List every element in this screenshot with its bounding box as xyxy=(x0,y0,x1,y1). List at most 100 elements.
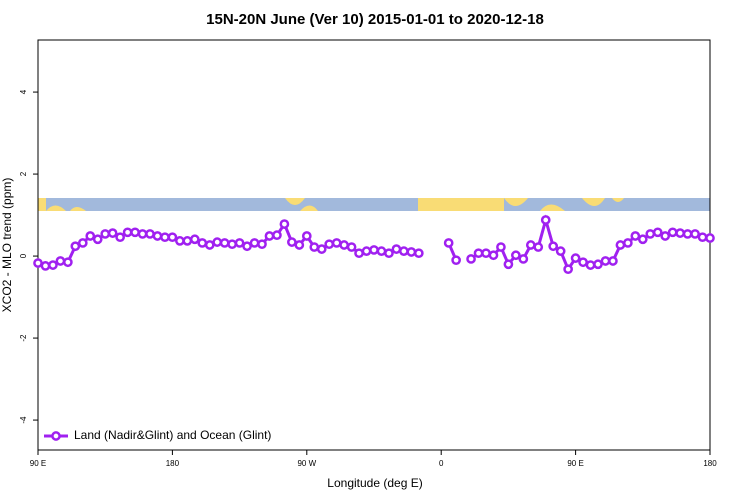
y-tick-label: -2 xyxy=(19,334,28,342)
data-point xyxy=(204,240,215,250)
data-point xyxy=(70,241,81,252)
data-point xyxy=(540,215,551,225)
x-tick-label: 90 W xyxy=(297,459,316,468)
data-point xyxy=(294,240,305,250)
data-point xyxy=(77,238,88,248)
data-point xyxy=(63,257,73,268)
data-point xyxy=(272,230,282,241)
data-point xyxy=(182,236,193,246)
data-point xyxy=(167,232,178,243)
y-tick-label: 2 xyxy=(19,171,28,176)
data-point xyxy=(563,264,573,275)
data-point xyxy=(511,250,521,261)
data-point xyxy=(533,242,544,252)
data-point xyxy=(257,239,267,250)
data-point xyxy=(637,234,648,245)
data-point xyxy=(152,231,163,241)
map-strip xyxy=(38,198,710,211)
data-point xyxy=(384,248,394,259)
data-point xyxy=(525,240,536,250)
legend-swatch-marker xyxy=(51,431,61,441)
data-point xyxy=(316,244,327,254)
data-point xyxy=(473,248,484,259)
data-point xyxy=(585,260,596,270)
data-point xyxy=(555,246,566,256)
data-point xyxy=(660,231,671,241)
data-point xyxy=(212,237,223,247)
data-point xyxy=(593,259,603,270)
data-point xyxy=(443,238,454,248)
x-tick-label: 180 xyxy=(166,459,180,468)
data-point xyxy=(160,232,170,243)
data-point xyxy=(234,238,245,248)
data-point xyxy=(361,246,372,256)
data-point xyxy=(175,236,185,246)
data-point xyxy=(55,256,66,266)
data-point xyxy=(331,238,342,248)
data-point xyxy=(376,246,387,256)
data-point xyxy=(324,239,335,250)
y-tick-label: -4 xyxy=(19,416,28,424)
x-axis-label: Longitude (deg E) xyxy=(327,476,422,490)
data-point xyxy=(451,255,461,266)
data-point xyxy=(249,238,260,248)
data-point xyxy=(630,231,641,241)
data-point xyxy=(690,229,700,239)
data-point xyxy=(481,248,491,259)
x-tick-label: 0 xyxy=(439,459,444,468)
data-point xyxy=(488,250,499,261)
data-point xyxy=(346,242,357,252)
chart-title: 15N-20N June (Ver 10) 2015-01-01 to 2020… xyxy=(206,11,544,28)
x-tick-label: 180 xyxy=(703,459,717,468)
data-point xyxy=(697,232,708,243)
data-point xyxy=(100,229,111,239)
data-point xyxy=(600,256,611,266)
data-point xyxy=(33,258,43,268)
data-point xyxy=(466,254,476,264)
x-tick-label: 90 E xyxy=(30,459,46,468)
data-point xyxy=(122,227,133,238)
data-point xyxy=(301,231,312,241)
data-point xyxy=(145,229,155,239)
data-point xyxy=(399,246,409,256)
data-point xyxy=(227,239,237,250)
data-point xyxy=(518,254,529,264)
data-point xyxy=(279,219,290,229)
data-point xyxy=(548,241,559,252)
data-point xyxy=(219,238,230,248)
data-point xyxy=(570,253,581,263)
data-point xyxy=(503,259,514,270)
data-point xyxy=(705,233,715,243)
data-point xyxy=(578,257,588,268)
data-point xyxy=(264,231,275,241)
data-point xyxy=(496,242,506,252)
data-point xyxy=(354,248,364,259)
x-tick-label: 90 E xyxy=(567,459,583,468)
data-point xyxy=(369,245,379,255)
y-tick-label: 0 xyxy=(19,253,28,258)
data-point xyxy=(197,238,208,248)
data-point xyxy=(287,237,297,247)
data-point xyxy=(137,229,148,239)
data-point xyxy=(85,231,96,241)
data-point xyxy=(645,229,656,239)
data-point xyxy=(615,240,626,250)
legend-label: Land (Nadir&Glint) and Ocean (Glint) xyxy=(74,428,271,442)
data-point xyxy=(623,238,633,248)
y-tick-label: 4 xyxy=(19,89,28,94)
data-point xyxy=(40,261,51,271)
data-point xyxy=(309,242,320,252)
data-point xyxy=(48,260,58,270)
data-point xyxy=(667,227,678,238)
data-point xyxy=(682,229,693,239)
data-point xyxy=(413,248,424,259)
data-point xyxy=(391,244,402,254)
data-point xyxy=(339,240,349,250)
plot-frame xyxy=(37,39,711,451)
y-axis-label: XCO2 - MLO trend (ppm) xyxy=(0,178,14,313)
data-point xyxy=(115,232,125,243)
data-point xyxy=(130,227,140,238)
data-point xyxy=(406,247,417,257)
data-point xyxy=(92,234,103,245)
